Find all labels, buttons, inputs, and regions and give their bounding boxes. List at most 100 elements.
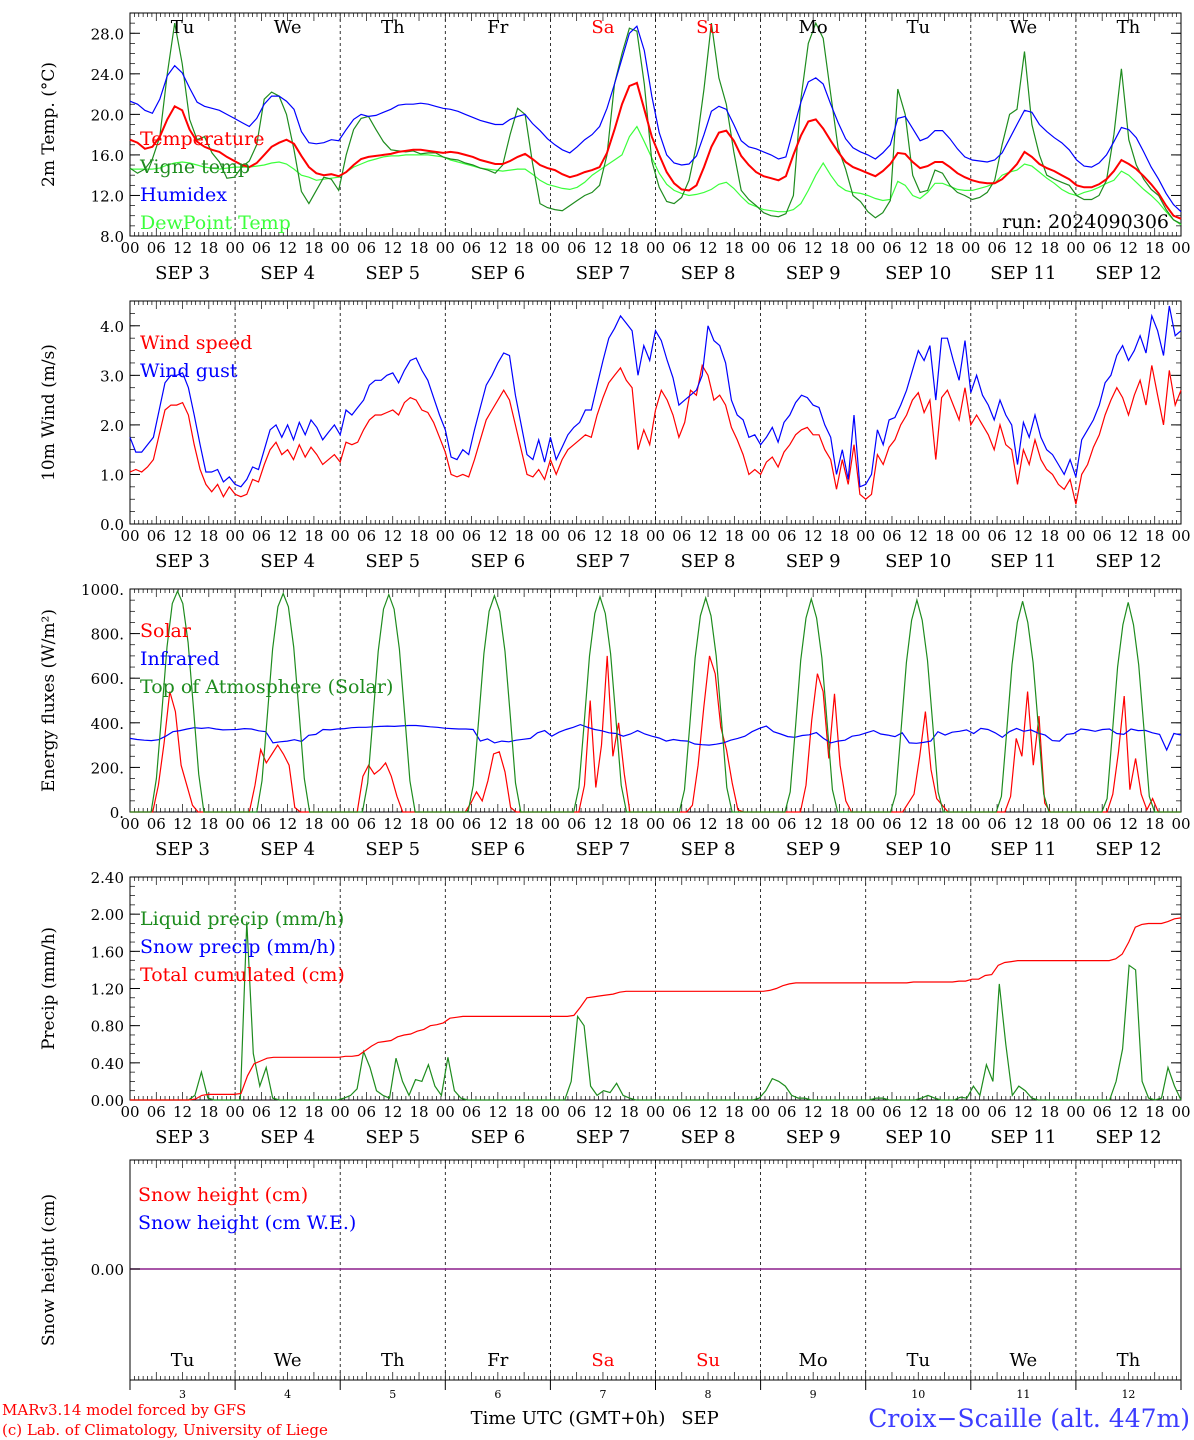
hour-tick-label: 12 [699, 239, 718, 257]
day-name-bottom: We [274, 1350, 302, 1371]
legend-entry: Infrared [140, 648, 220, 670]
y-tick-label: 1.60 [91, 943, 124, 961]
day-number: 9 [810, 1388, 817, 1401]
hour-tick-label: 18 [1040, 527, 1059, 545]
hour-tick-label: 18 [304, 815, 323, 833]
hour-tick-label: 00 [436, 815, 455, 833]
panel-4: 2.40 2.00 1.60 1.20 0.80 0.40 0.00 Precip (mm/h… [39, 869, 1191, 1148]
day-name-bottom: Tu [171, 1350, 195, 1371]
date-label: SEP 4 [260, 839, 315, 860]
hour-tick-label: 00 [1066, 815, 1085, 833]
hour-tick-label: 06 [672, 1103, 691, 1121]
y-tick-label: 4.0 [100, 318, 124, 336]
hour-tick-label: 18 [1145, 239, 1164, 257]
date-label: SEP 12 [1095, 551, 1161, 572]
legend-entry: Humidex [140, 184, 227, 206]
hour-tick-label: 06 [882, 815, 901, 833]
x-axis-month: SEP [681, 1408, 719, 1429]
series-line-wind-speed [129, 363, 1182, 505]
day-name-bottom: Su [696, 1350, 720, 1371]
date-label: SEP 3 [155, 1127, 210, 1148]
panel-2: 4.0 3.0 2.0 1.0 0.0 10m Wind (m/s) Wind speed W… [39, 300, 1191, 572]
hour-tick-label: 06 [252, 815, 271, 833]
day-name-top: Fr [487, 17, 508, 38]
hour-tick-label: 06 [357, 815, 376, 833]
hour-tick-label: 18 [515, 239, 534, 257]
series-line-humidex [129, 25, 1182, 213]
hour-tick-label: 06 [357, 239, 376, 257]
date-label: SEP 9 [786, 839, 841, 860]
day-name-bottom: Tu [906, 1350, 930, 1371]
hour-tick-label: 18 [515, 815, 534, 833]
hour-tick-label: 06 [882, 239, 901, 257]
hour-tick-label: 00 [646, 239, 665, 257]
hour-tick-label: 00 [1066, 527, 1085, 545]
hour-tick-label: 06 [147, 815, 166, 833]
hour-tick-label: 06 [252, 1103, 271, 1121]
hour-tick-label: 12 [909, 239, 928, 257]
legend-entry: DewPoint Temp [140, 212, 291, 234]
hour-tick-label: 18 [935, 1103, 954, 1121]
legend-entry: Solar [140, 620, 192, 642]
hour-tick-label: 18 [1040, 815, 1059, 833]
hour-tick-label: 18 [935, 527, 954, 545]
hour-tick-label: 12 [173, 1103, 192, 1121]
hour-tick-label: 06 [147, 527, 166, 545]
hour-tick-label: 06 [462, 239, 481, 257]
day-number: 5 [389, 1388, 396, 1401]
date-label: SEP 11 [990, 551, 1056, 572]
hour-tick-label: 12 [383, 815, 402, 833]
hour-tick-label: 18 [1040, 1103, 1059, 1121]
y-tick-label: 0.00 [91, 1261, 124, 1279]
hour-tick-label: 00 [120, 239, 139, 257]
day-name-bottom: Th [1117, 1350, 1141, 1371]
date-label: SEP 11 [990, 263, 1056, 284]
hour-tick-label: 18 [620, 527, 639, 545]
series-line-vigne-temp [129, 21, 1182, 225]
hour-tick-label: 18 [304, 239, 323, 257]
hour-tick-label: 00 [331, 527, 350, 545]
hour-tick-label: 06 [777, 239, 796, 257]
hour-tick-label: 18 [935, 815, 954, 833]
credit-line-1: MARv3.14 model forced by GFS [2, 1401, 246, 1419]
hour-tick-label: 06 [1093, 1103, 1112, 1121]
date-label: SEP 6 [470, 551, 525, 572]
hour-tick-label: 06 [988, 815, 1007, 833]
legend-entry: Temperature [140, 128, 264, 150]
hour-tick-label: 06 [357, 527, 376, 545]
y-axis-label: 10m Wind (m/s) [39, 344, 59, 481]
hour-tick-label: 12 [1014, 1103, 1033, 1121]
hour-tick-label: 06 [988, 239, 1007, 257]
hour-tick-label: 12 [488, 239, 507, 257]
hour-tick-label: 06 [252, 239, 271, 257]
date-label: SEP 10 [885, 1127, 951, 1148]
day-name-bottom: Fr [487, 1350, 508, 1371]
hour-tick-label: 12 [488, 527, 507, 545]
hour-tick-label: 00 [751, 815, 770, 833]
hour-tick-label: 12 [909, 815, 928, 833]
date-label: SEP 3 [155, 551, 210, 572]
hour-tick-label: 00 [856, 815, 875, 833]
hour-tick-label: 06 [357, 1103, 376, 1121]
legend-entry: Wind speed [140, 332, 252, 354]
hour-tick-label: 12 [593, 527, 612, 545]
hour-tick-label: 12 [804, 1103, 823, 1121]
y-tick-label: 800. [91, 626, 124, 644]
y-tick-label: 2.0 [100, 417, 124, 435]
date-label: SEP 6 [470, 1127, 525, 1148]
hour-tick-label: 12 [699, 1103, 718, 1121]
day-name-bottom: Mo [799, 1350, 828, 1371]
hour-tick-label: 18 [935, 239, 954, 257]
hour-tick-label: 00 [541, 239, 560, 257]
hour-tick-label: 12 [1119, 1103, 1138, 1121]
series-line-wind-gust [129, 305, 1182, 488]
hour-tick-label: 00 [646, 1103, 665, 1121]
y-tick-label: 200. [91, 759, 124, 777]
day-name-top: Th [381, 17, 405, 38]
hour-tick-label: 12 [804, 815, 823, 833]
y-tick-label: 600. [91, 670, 124, 688]
hour-tick-label: 00 [226, 239, 245, 257]
hour-tick-label: 18 [409, 239, 428, 257]
hour-tick-label: 18 [725, 527, 744, 545]
